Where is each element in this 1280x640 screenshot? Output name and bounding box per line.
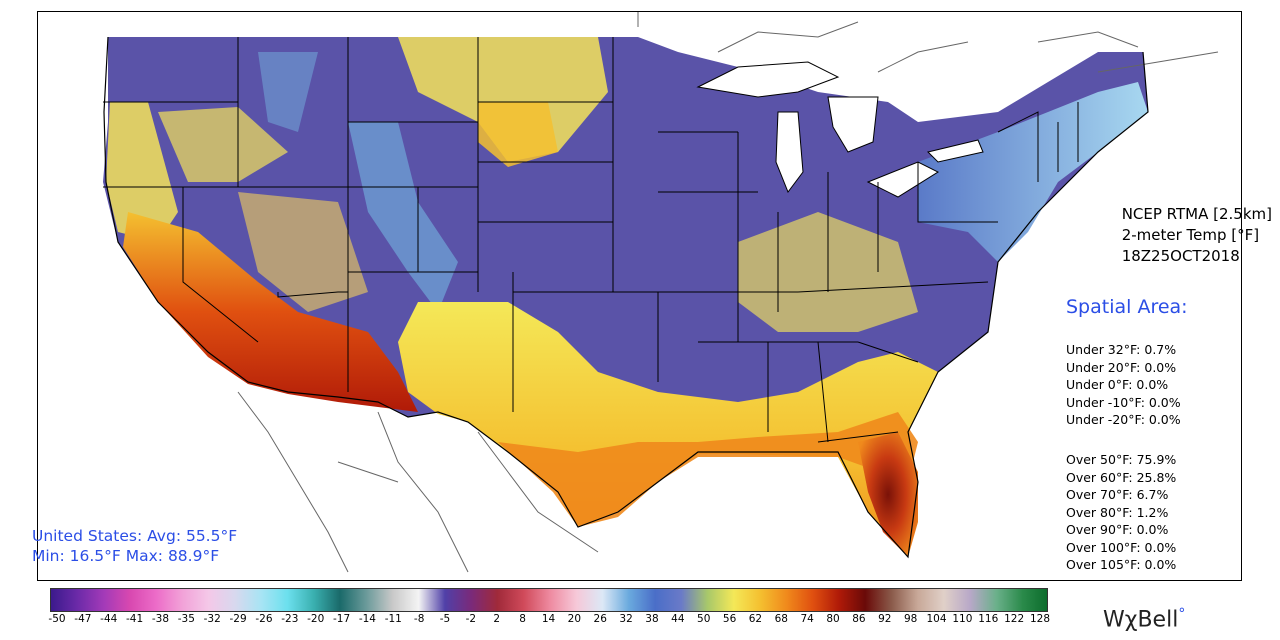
- colorbar-tick-label: -50: [48, 613, 66, 625]
- colorbar-tick-label: -8: [413, 613, 425, 625]
- temperature-map: [103, 12, 1219, 573]
- colorbar-tick-label: 44: [671, 613, 685, 625]
- colorbar-tick-label: -32: [203, 613, 221, 625]
- colorbar-tick-label: -41: [126, 613, 144, 625]
- colorbar-tick-label: -23: [281, 613, 299, 625]
- colorbar-tick-label: -35: [177, 613, 195, 625]
- colorbar-tick-label: 2: [493, 613, 501, 625]
- colorbar-tick-label: -44: [100, 613, 118, 625]
- colorbar-tick-label: 14: [541, 613, 556, 625]
- colorbar-tick-label: 62: [748, 613, 763, 625]
- lake-ontario: [927, 139, 984, 163]
- stat-over-60: Over 60°F: 25.8%: [1066, 469, 1177, 485]
- colorbar-fill: [51, 589, 1047, 611]
- colorbar-tick-label: 110: [952, 613, 973, 625]
- national-summary: United States: Avg: 55.5°F Min: 16.5°F M…: [32, 526, 237, 566]
- lake-huron: [827, 96, 879, 153]
- colorbar-tick-label: 50: [697, 613, 711, 625]
- colorbar: [50, 588, 1048, 612]
- map-frame: [37, 11, 1242, 581]
- colorbar-tick-label: 104: [926, 613, 947, 625]
- colorbar-tick-label: -5: [439, 613, 451, 625]
- colorbar-tick-label: 56: [722, 613, 737, 625]
- lake-erie: [866, 161, 940, 198]
- colorbar-tick-label: 38: [645, 613, 659, 625]
- colorbar-tick-label: -11: [384, 613, 402, 625]
- brand-dot: °: [1178, 606, 1186, 622]
- colorbar-tick-label: 80: [826, 613, 840, 625]
- colorbar-tick-label: 74: [800, 613, 814, 625]
- colorbar-tick-label: 86: [852, 613, 866, 625]
- colorbar-gradient: [50, 588, 1048, 612]
- stat-over-50: Over 50°F: 75.9%: [1066, 452, 1177, 467]
- colorbar-tick-label: -38: [151, 613, 170, 625]
- over-stats: Over 50°F: 75.9% Over 60°F: 25.8% Over 7…: [1066, 451, 1176, 574]
- colorbar-tick-label: -2: [465, 613, 477, 625]
- colorbar-tick-label: -17: [332, 613, 351, 625]
- colorbar-tick-label: -47: [74, 613, 92, 625]
- colorbar-tick-label: -14: [358, 613, 376, 625]
- variable-label: 2-meter Temp [°F]: [1121, 226, 1260, 244]
- colorbar-tick-label: -29: [229, 613, 247, 625]
- colorbar-tick-label: 128: [1029, 613, 1051, 625]
- summary-minmax: Min: 16.5°F Max: 88.9°F: [32, 547, 220, 565]
- stat-under-20: Under 20°F: 0.0%: [1066, 359, 1177, 375]
- summary-avg: United States: Avg: 55.5°F: [32, 527, 238, 545]
- product-title: NCEP RTMA [2.5km]: [1121, 205, 1272, 223]
- stat-over-90: Over 90°F: 0.0%: [1066, 522, 1169, 537]
- state-boundaries: [103, 37, 1079, 443]
- stat-over-105: Over 105°F: 0.0%: [1066, 557, 1177, 572]
- colorbar-tick-label: -20: [307, 613, 325, 625]
- colorbar-tick-label: 98: [903, 613, 918, 625]
- brand-name: WχBell: [1103, 607, 1179, 633]
- colorbar-tick-label: 116: [978, 613, 999, 625]
- lake-michigan: [775, 111, 804, 194]
- stat-under-0: Under 0°F: 0.0%: [1066, 377, 1169, 392]
- lake-superior: [696, 61, 840, 98]
- stat-over-70: Over 70°F: 6.7%: [1066, 487, 1169, 502]
- colorbar-tick-label: 8: [519, 613, 526, 625]
- stat-under-minus20: Under -20°F: 0.0%: [1066, 412, 1181, 427]
- product-info: NCEP RTMA [2.5km] 2-meter Temp [°F] 18Z2…: [1122, 204, 1272, 267]
- brand-logo: WχBell°: [1103, 606, 1185, 632]
- colorbar-tick-label: -26: [255, 613, 273, 625]
- colorbar-tick-label: 92: [878, 613, 892, 625]
- stat-under-minus10: Under -10°F: 0.0%: [1066, 394, 1181, 410]
- under-stats: Under 32°F: 0.7% Under 20°F: 0.0% Under …: [1066, 341, 1181, 429]
- colorbar-tick-label: 122: [1004, 613, 1025, 625]
- colorbar-tick-label: 20: [567, 613, 582, 625]
- spatial-area-title: Spatial Area:: [1066, 296, 1188, 318]
- colorbar-tick-label: 26: [593, 613, 607, 625]
- stat-over-100: Over 100°F: 0.0%: [1066, 539, 1177, 555]
- valid-time: 18Z25OCT2018: [1121, 247, 1240, 265]
- colorbar-tick-label: 32: [619, 613, 633, 625]
- colorbar-tick-label: 68: [774, 613, 788, 625]
- stat-over-80: Over 80°F: 1.2%: [1066, 504, 1169, 520]
- stat-under-32: Under 32°F: 0.7%: [1066, 342, 1177, 357]
